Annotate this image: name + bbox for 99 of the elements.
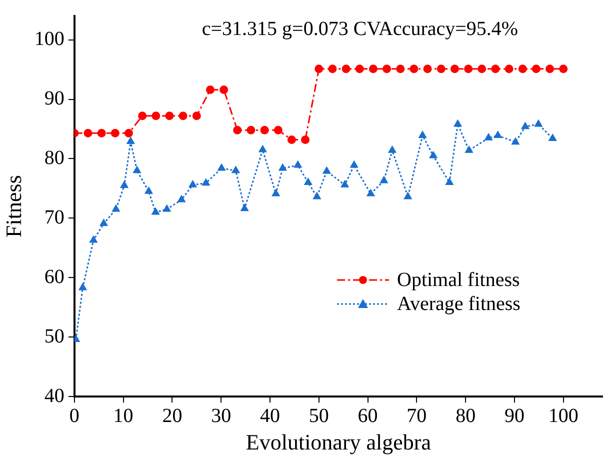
y-tick-label: 90 — [44, 88, 64, 110]
legend-label: Average fitness — [397, 292, 520, 316]
point — [294, 161, 302, 168]
chart-title: c=31.315 g=0.073 CVAccuracy=95.4% — [200, 18, 520, 41]
point — [465, 146, 473, 153]
point — [504, 64, 514, 74]
point — [218, 164, 226, 171]
point — [178, 196, 186, 202]
x-tick-label: 50 — [308, 404, 329, 427]
y-axis-title: Fitness — [0, 175, 26, 238]
point — [464, 64, 473, 74]
point — [388, 146, 396, 153]
point — [278, 164, 286, 171]
point — [436, 64, 446, 74]
point — [233, 126, 242, 134]
point — [322, 166, 330, 174]
point — [274, 126, 282, 134]
point — [380, 176, 388, 184]
point — [494, 131, 502, 138]
point — [110, 128, 120, 138]
point — [355, 64, 364, 74]
point — [304, 178, 312, 186]
point — [314, 64, 324, 74]
y-tick-label: 40 — [44, 384, 64, 407]
x-tick-label: 80 — [456, 404, 476, 427]
point — [491, 64, 500, 74]
x-tick-label: 0 — [69, 404, 80, 427]
point — [521, 122, 530, 130]
point — [423, 64, 432, 74]
point — [165, 112, 174, 120]
point — [178, 112, 188, 120]
point — [342, 64, 350, 74]
point — [350, 161, 358, 168]
point — [484, 134, 492, 140]
point — [202, 178, 210, 186]
point — [206, 85, 214, 94]
point — [382, 64, 392, 74]
point — [246, 126, 256, 134]
point — [532, 64, 540, 74]
x-tick-label: 90 — [504, 404, 524, 427]
point — [240, 204, 248, 212]
y-tick-label: 70 — [44, 206, 64, 228]
point — [328, 64, 337, 74]
legend-label: Optimal fitness — [397, 268, 520, 292]
point — [410, 64, 418, 74]
point — [546, 64, 554, 74]
point — [192, 112, 201, 120]
point — [368, 64, 378, 74]
point — [260, 126, 269, 134]
point — [188, 180, 197, 188]
point — [112, 205, 120, 212]
point — [450, 64, 459, 74]
point — [341, 180, 349, 188]
point — [220, 85, 228, 94]
point — [120, 181, 128, 188]
point — [84, 128, 92, 138]
y-tick-label: 100 — [34, 28, 64, 50]
point — [100, 219, 108, 226]
point — [313, 192, 321, 200]
point — [446, 178, 454, 186]
point — [232, 166, 240, 174]
point — [430, 152, 438, 158]
point — [404, 192, 412, 200]
point — [97, 128, 106, 138]
point — [258, 146, 266, 152]
point — [454, 120, 462, 127]
point — [163, 205, 171, 212]
point — [478, 64, 486, 74]
point — [138, 112, 147, 120]
point — [301, 135, 310, 144]
point — [133, 166, 141, 174]
y-tick-label: 80 — [44, 146, 64, 169]
point — [126, 137, 134, 144]
point — [90, 236, 98, 243]
point — [396, 64, 405, 74]
point — [124, 128, 133, 138]
point — [418, 131, 426, 138]
point — [512, 138, 520, 145]
x-tick-label: 20 — [162, 404, 182, 427]
point — [152, 112, 160, 120]
point — [366, 190, 375, 196]
point — [78, 284, 86, 290]
point — [287, 135, 296, 144]
point — [534, 120, 542, 127]
point — [548, 134, 556, 142]
point — [518, 64, 527, 74]
point — [559, 64, 568, 74]
x-tick-label: 70 — [406, 404, 427, 427]
x-tick-label: 100 — [548, 404, 578, 427]
point — [272, 190, 280, 196]
y-tick-label: 50 — [44, 325, 64, 348]
y-tick-label: 60 — [44, 266, 64, 288]
x-tick-label: 40 — [260, 404, 280, 427]
x-axis-title: Evolutionary algebra — [246, 430, 432, 455]
point — [144, 187, 153, 194]
x-tick-label: 30 — [211, 404, 232, 427]
point — [152, 208, 160, 215]
x-tick-label: 10 — [113, 404, 134, 427]
x-tick-label: 60 — [358, 404, 378, 427]
